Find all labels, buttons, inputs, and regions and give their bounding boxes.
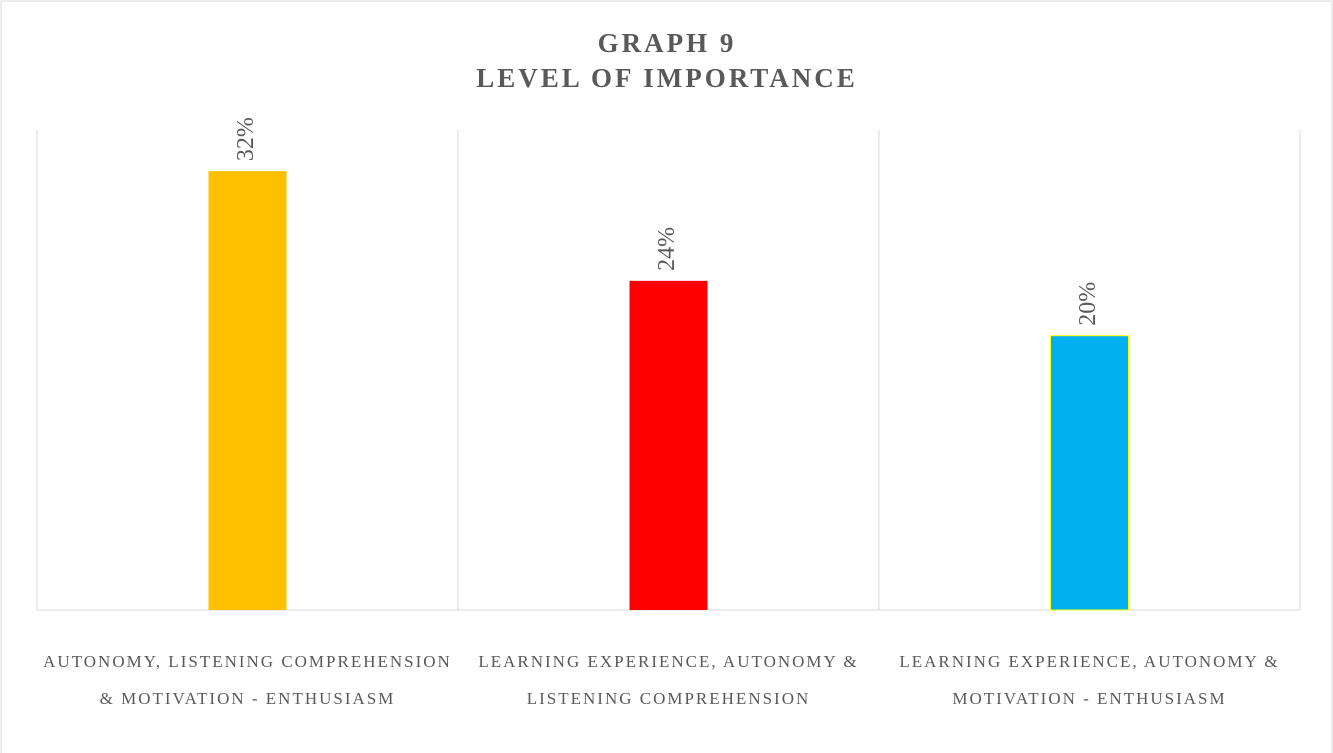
chart-subtitle: LEVEL OF IMPORTANCE	[476, 63, 858, 93]
bar	[1050, 335, 1129, 611]
data-label: 20%	[1075, 282, 1101, 326]
bar	[629, 280, 708, 610]
data-label: 24%	[654, 227, 680, 271]
bar	[208, 171, 287, 610]
chart-title: GRAPH 9	[598, 28, 737, 58]
x-tick-label: LEARNING EXPERIENCE, AUTONOMY & LISTENIN…	[478, 652, 859, 708]
x-tick-label: LEARNING EXPERIENCE, AUTONOMY & MOTIVATI…	[899, 652, 1280, 708]
data-label: 32%	[233, 117, 259, 161]
x-tick-label: AUTONOMY, LISTENING COMPREHENSION & MOTI…	[43, 652, 452, 708]
